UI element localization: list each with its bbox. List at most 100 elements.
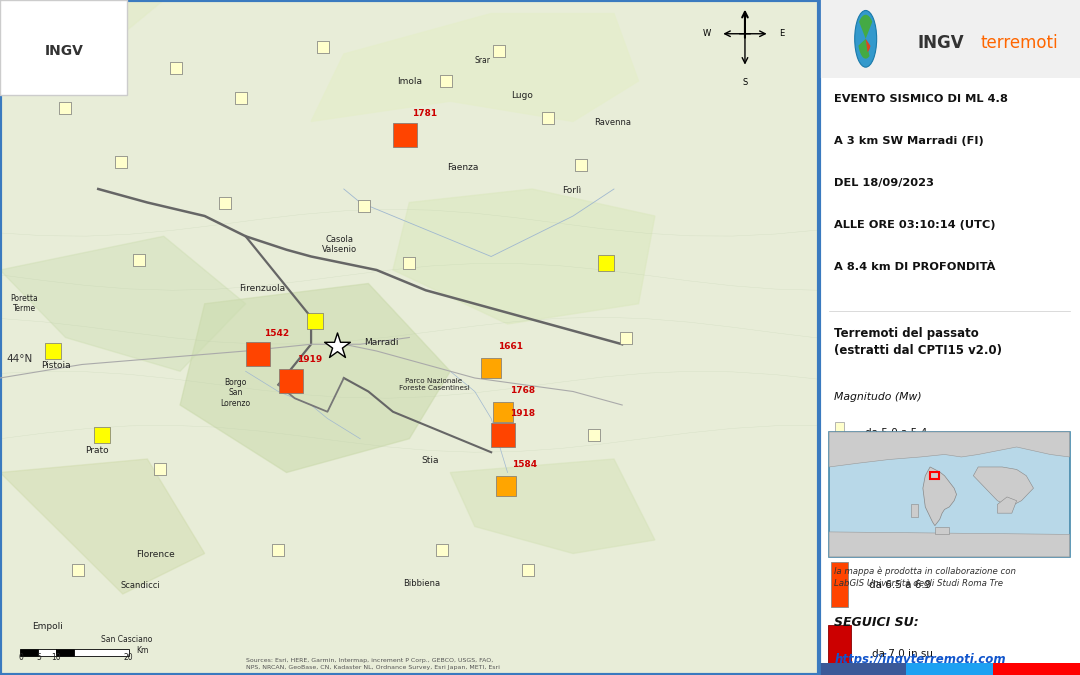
- Text: Poretta
Terme: Poretta Terme: [11, 294, 39, 313]
- Bar: [831, 562, 848, 608]
- Point: [167, 62, 185, 73]
- Text: Pistoia: Pistoia: [41, 361, 70, 371]
- Text: Casola
Valsenio: Casola Valsenio: [322, 235, 357, 254]
- Text: da 5.5 a 5.9: da 5.5 a 5.9: [866, 472, 929, 482]
- Bar: [75, 649, 129, 656]
- Polygon shape: [973, 467, 1034, 507]
- Text: A 3 km SW Marradi (FI): A 3 km SW Marradi (FI): [835, 136, 984, 146]
- Text: Forlì: Forlì: [562, 186, 581, 195]
- Text: ALLE ORE 03:10:14 (UTC): ALLE ORE 03:10:14 (UTC): [835, 220, 996, 230]
- Point: [572, 160, 590, 171]
- Bar: [39, 649, 56, 656]
- Polygon shape: [393, 189, 654, 324]
- Wedge shape: [859, 38, 869, 59]
- Text: Bibbiena: Bibbiena: [403, 579, 441, 589]
- Text: 1584: 1584: [513, 460, 538, 469]
- Point: [396, 130, 414, 140]
- Point: [497, 481, 514, 491]
- Text: Sources: Esri, HERE, Garmin, Intermap, increment P Corp., GEBCO, USGS, FAO,
NPS,: Sources: Esri, HERE, Garmin, Intermap, i…: [245, 658, 499, 670]
- Circle shape: [854, 11, 877, 68]
- Text: 10: 10: [52, 653, 62, 662]
- Text: Parco Nazionale
Foreste Casentinesi: Parco Nazionale Foreste Casentinesi: [399, 378, 469, 392]
- Text: la mappa è prodotta in collaborazione con
LabGIS Università degli Studi Roma Tre: la mappa è prodotta in collaborazione co…: [835, 567, 1016, 589]
- Point: [314, 42, 332, 53]
- Point: [585, 430, 603, 441]
- Point: [270, 545, 287, 556]
- Text: Lugo: Lugo: [511, 91, 534, 101]
- Text: 20: 20: [124, 653, 133, 662]
- Text: da 6.5 a 6.9: da 6.5 a 6.9: [869, 580, 932, 590]
- Point: [483, 362, 500, 373]
- Bar: [828, 625, 851, 675]
- Point: [44, 346, 62, 356]
- Point: [355, 200, 373, 211]
- Text: Firenzuola: Firenzuola: [239, 284, 285, 294]
- Bar: [819, 663, 862, 675]
- Text: INGV: INGV: [918, 34, 964, 52]
- Text: terremoti: terremoti: [981, 34, 1058, 52]
- Polygon shape: [923, 467, 957, 526]
- Point: [495, 406, 512, 417]
- Point: [437, 76, 455, 86]
- Text: 1919: 1919: [297, 356, 323, 365]
- Bar: [993, 663, 1037, 675]
- Text: da 6.0 a 6.4: da 6.0 a 6.4: [867, 522, 930, 532]
- Point: [233, 92, 251, 103]
- Text: Scandicci: Scandicci: [121, 581, 161, 591]
- Bar: [930, 472, 940, 479]
- Point: [401, 258, 418, 269]
- Text: INGV: INGV: [44, 44, 83, 57]
- Polygon shape: [0, 0, 164, 54]
- Polygon shape: [910, 504, 918, 517]
- Wedge shape: [866, 38, 870, 52]
- Text: 1768: 1768: [510, 386, 535, 395]
- Text: Prato: Prato: [85, 446, 108, 456]
- Polygon shape: [935, 527, 949, 535]
- Text: E: E: [780, 29, 784, 38]
- Wedge shape: [859, 15, 873, 38]
- Text: S: S: [742, 78, 747, 86]
- Polygon shape: [998, 497, 1016, 513]
- Polygon shape: [180, 284, 450, 472]
- Bar: [833, 509, 847, 545]
- Text: Stia: Stia: [421, 456, 438, 465]
- Point: [540, 113, 557, 124]
- Point: [597, 258, 615, 269]
- Bar: [835, 422, 843, 445]
- Bar: [0, 0, 126, 95]
- Polygon shape: [0, 459, 205, 594]
- Point: [618, 332, 635, 343]
- Point: [249, 349, 267, 360]
- Bar: [834, 462, 846, 491]
- Polygon shape: [0, 236, 245, 371]
- Text: 0: 0: [18, 653, 23, 662]
- Text: Srar: Srar: [475, 56, 491, 65]
- Text: SEGUICI SU:: SEGUICI SU:: [835, 616, 919, 628]
- Text: EVENTO SISMICO DI ML 4.8: EVENTO SISMICO DI ML 4.8: [835, 95, 1009, 105]
- Point: [112, 157, 130, 167]
- Text: 5: 5: [36, 653, 41, 662]
- Point: [282, 376, 299, 387]
- Bar: [829, 432, 1069, 557]
- Polygon shape: [829, 432, 1069, 467]
- Text: Empoli: Empoli: [32, 622, 63, 631]
- Point: [328, 340, 346, 351]
- Text: San Casciano: San Casciano: [102, 635, 152, 645]
- Text: DEL 18/09/2023: DEL 18/09/2023: [835, 178, 934, 188]
- Bar: [906, 663, 949, 675]
- Text: Faenza: Faenza: [447, 163, 478, 172]
- Text: 44°N: 44°N: [6, 354, 32, 364]
- Polygon shape: [450, 459, 654, 554]
- Bar: [1037, 663, 1080, 675]
- Point: [519, 565, 537, 576]
- Bar: [56, 649, 75, 656]
- Text: 1542: 1542: [265, 329, 289, 338]
- Text: A 8.4 km DI PROFONDITÀ: A 8.4 km DI PROFONDITÀ: [835, 262, 996, 272]
- Text: Marradi: Marradi: [364, 338, 399, 348]
- Point: [307, 315, 324, 326]
- Text: Terremoti del passato
(estratti dal CPTI15 v2.0): Terremoti del passato (estratti dal CPTI…: [835, 327, 1002, 357]
- Bar: [819, 0, 1080, 78]
- Point: [131, 254, 148, 265]
- Text: Ravenna: Ravenna: [594, 118, 631, 128]
- Text: Magnitudo (Mw): Magnitudo (Mw): [835, 392, 922, 402]
